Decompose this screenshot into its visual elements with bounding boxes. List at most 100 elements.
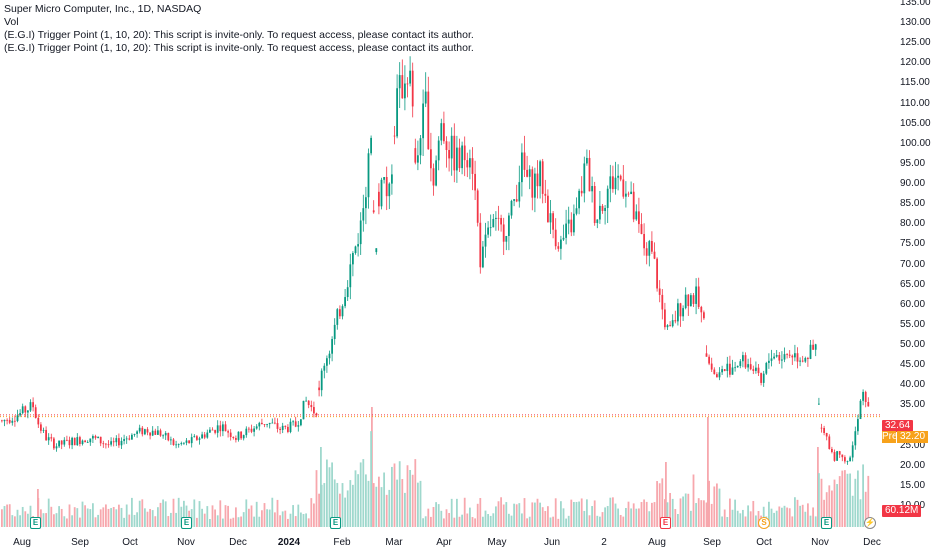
candle-body (209, 429, 211, 433)
volume-bar (653, 502, 656, 527)
volume-bar (281, 511, 284, 527)
candle-body (518, 182, 521, 202)
candle-body (357, 244, 359, 247)
candle-body (710, 363, 713, 370)
volume-bar (656, 481, 658, 527)
candle-body (760, 373, 762, 383)
candle-body (237, 431, 240, 440)
price-chart[interactable] (0, 0, 880, 527)
candle-body (622, 179, 625, 197)
earnings-marker-icon[interactable]: E (330, 517, 341, 529)
candle-body (112, 441, 115, 443)
price-tick: 120.00 (900, 57, 931, 69)
candle-body (292, 421, 294, 423)
volume-bar (102, 507, 105, 527)
candle-body (695, 286, 697, 304)
candle-body (736, 365, 739, 368)
candle-body (823, 427, 825, 433)
candle-body (21, 406, 24, 414)
volume-bar (640, 502, 643, 527)
candle-body (146, 429, 149, 433)
candle-body (770, 358, 773, 361)
candle-body (495, 217, 497, 219)
candle-body (365, 197, 367, 209)
volume-bar (388, 489, 391, 527)
volume-bar (528, 516, 531, 527)
price-tick: 80.00 (900, 218, 926, 230)
earnings-marker-icon[interactable]: E (181, 517, 192, 529)
volume-bar (818, 473, 820, 527)
candle-body (562, 237, 565, 240)
candle-body (409, 70, 411, 84)
volume-bar (372, 483, 375, 527)
candle-body (828, 436, 831, 449)
candle-body (323, 365, 326, 371)
volume-bar (846, 473, 849, 527)
time-axis[interactable]: Aug Sep Oct Nov Dec 2024 Feb Mar Apr May Jun 2 Aug Se… (0, 527, 881, 550)
split-marker-icon[interactable]: S (758, 517, 770, 529)
volume-bar (849, 473, 851, 527)
candle-body (274, 422, 276, 424)
volume-bar (430, 516, 432, 527)
volume-bar (21, 506, 24, 527)
volume-bar (814, 516, 817, 527)
candle-body (157, 430, 159, 435)
volume-bar (677, 513, 679, 527)
volume-bar (258, 516, 261, 527)
candle-body (752, 369, 755, 371)
candle-body (783, 354, 786, 360)
volume-bar (833, 479, 836, 527)
volume-bar (427, 508, 430, 527)
price-tick: 130.00 (900, 17, 931, 29)
price-tick: 125.00 (900, 37, 931, 49)
earnings-marker-icon[interactable]: E (30, 517, 41, 529)
candle-body (505, 235, 508, 242)
candle-body (656, 258, 658, 289)
candle-body (862, 391, 864, 401)
volume-indicator-label[interactable]: Vol (4, 16, 19, 28)
volume-bar (94, 517, 97, 527)
volume-bar (229, 518, 232, 527)
candle-body (102, 443, 105, 445)
candle-body (453, 135, 456, 171)
volume-bar (313, 503, 315, 527)
candle-body (677, 303, 679, 322)
candle-body (726, 363, 729, 372)
candle-body (742, 355, 744, 362)
volume-bar (45, 513, 47, 527)
candle-body (762, 373, 765, 383)
news-flash-icon[interactable]: ⚡ (864, 517, 876, 529)
volume-bar (47, 498, 50, 527)
volume-bar (762, 506, 765, 527)
volume-bar (315, 470, 318, 527)
price-axis[interactable]: 135.00 130.00 125.00 120.00 115.00 110.00 105.… (880, 0, 932, 527)
volume-bar (601, 512, 604, 527)
volume-bar (201, 508, 203, 527)
candle-body (344, 297, 346, 307)
candle-body (287, 426, 289, 432)
earnings-marker-icon[interactable]: E (660, 517, 671, 529)
candle-body (430, 149, 432, 169)
candle-body (86, 442, 89, 443)
candle-body (731, 367, 734, 375)
indicator-label-1[interactable]: (E.G.I) Trigger Point (1, 10, 20): This … (4, 29, 474, 41)
volume-bar (705, 502, 708, 527)
volume-bar (274, 512, 276, 527)
symbol-title[interactable]: Super Micro Computer, Inc., 1D, NASDAQ (4, 3, 202, 15)
candle-body (796, 353, 799, 362)
volume-bar (362, 459, 365, 527)
volume-bar (466, 513, 469, 527)
candle-body (138, 427, 141, 432)
volume-bar (573, 501, 575, 527)
pre-market-price: 32.20 (897, 431, 929, 443)
indicator-label-2[interactable]: (E.G.I) Trigger Point (1, 10, 20): This … (4, 42, 474, 54)
volume-bar (831, 490, 833, 527)
volume-bar (695, 503, 697, 527)
volume-bar (237, 517, 240, 527)
candle-body (684, 294, 687, 309)
candle-body (723, 369, 726, 372)
volume-bar (799, 505, 801, 527)
earnings-marker-icon[interactable]: E (821, 517, 832, 529)
candle-body (349, 264, 352, 288)
